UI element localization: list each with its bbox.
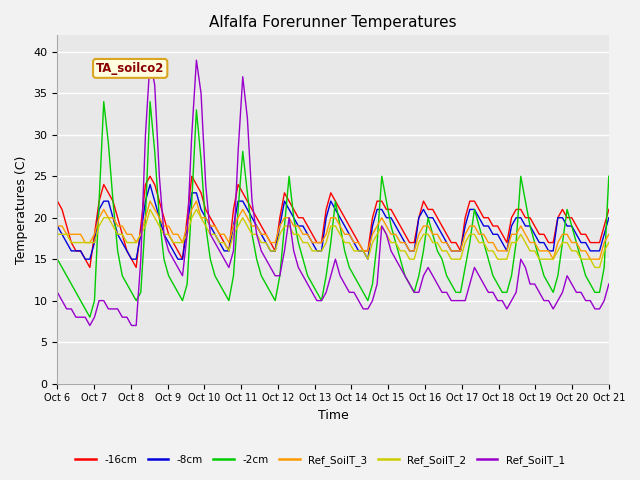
Text: TA_soilco2: TA_soilco2 xyxy=(96,62,164,75)
X-axis label: Time: Time xyxy=(317,409,349,422)
Title: Alfalfa Forerunner Temperatures: Alfalfa Forerunner Temperatures xyxy=(209,15,457,30)
Legend: -16cm, -8cm, -2cm, Ref_SoilT_3, Ref_SoilT_2, Ref_SoilT_1: -16cm, -8cm, -2cm, Ref_SoilT_3, Ref_Soil… xyxy=(71,451,569,470)
Y-axis label: Temperatures (C): Temperatures (C) xyxy=(15,155,28,264)
